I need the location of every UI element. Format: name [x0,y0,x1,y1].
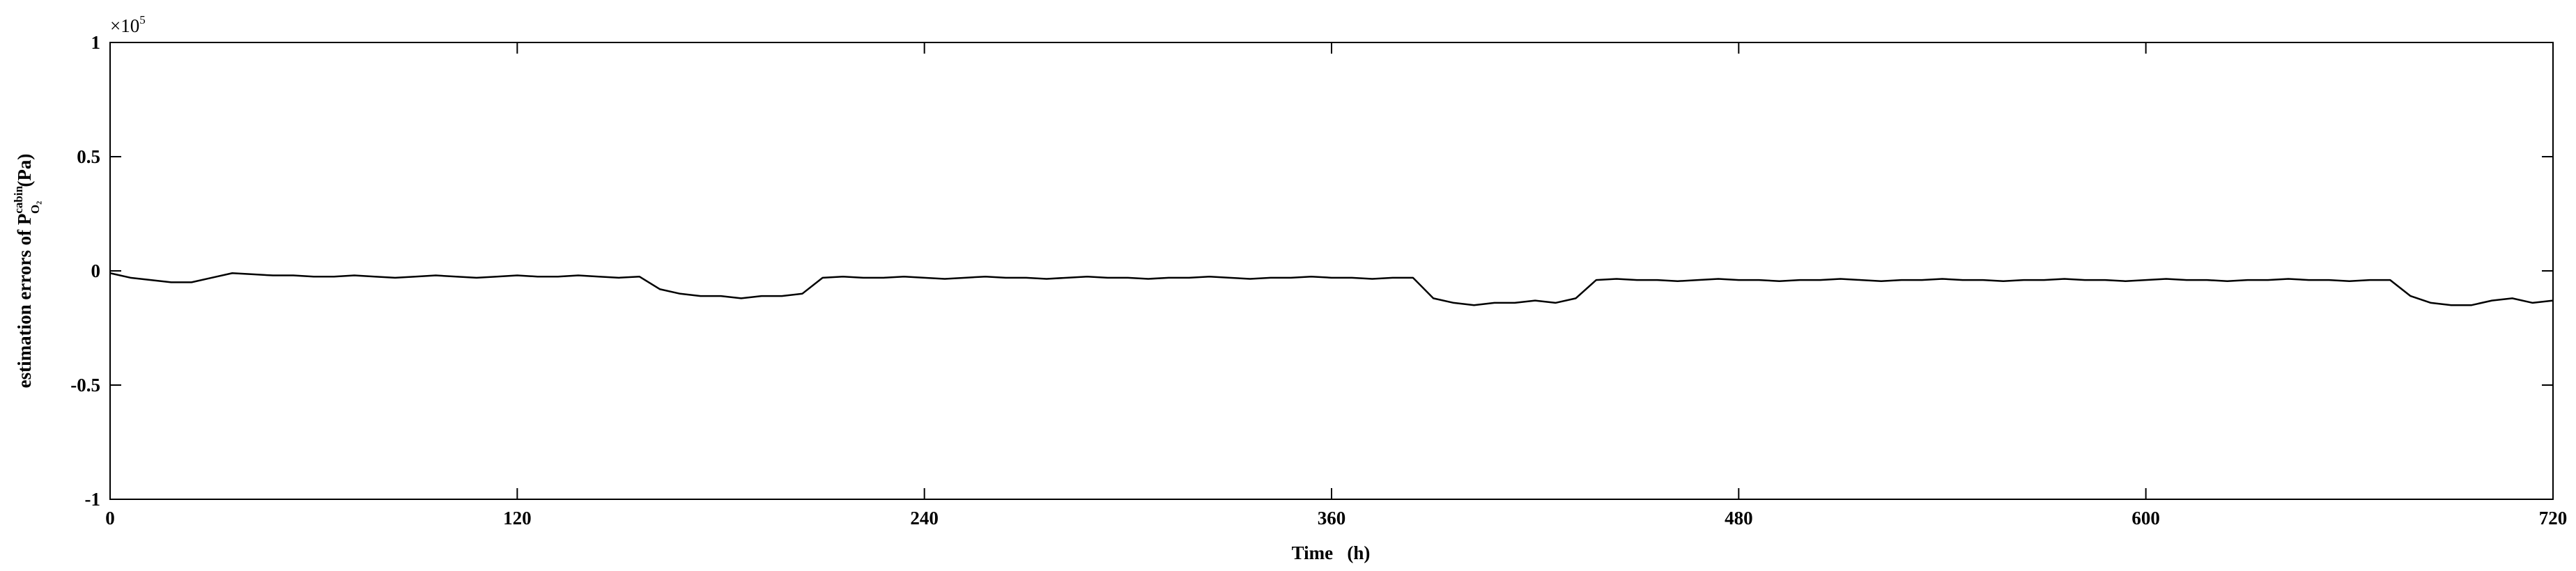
y-multiplier: ×105 [110,13,146,36]
x-tick-label: 480 [1725,508,1753,529]
y-tick-label: 0.5 [77,146,100,167]
y-axis-label-superscript: cabin [12,185,25,213]
x-tick-label: 600 [2131,508,2160,529]
y-tick-label: -0.5 [70,375,100,396]
y-tick-label: 1 [91,32,101,53]
y-axis-label: estimation errors of Pcabin O₂ (Pa) [12,154,42,389]
y-multiplier-base: ×10 [110,15,139,36]
x-tick-label: 240 [910,508,939,529]
x-tick-label: 720 [2539,508,2568,529]
y-axis-label-unit: (Pa) [14,154,35,187]
y-tick-label: -1 [85,489,101,510]
y-axis-label-subscript: O₂ [29,201,42,214]
data-line [109,272,2554,306]
plot-frame [109,42,2554,500]
y-axis-label-text: estimation errors of P [14,214,35,389]
x-axis-label: Time (h) [1292,542,1371,563]
y-multiplier-exponent: 5 [139,13,146,26]
x-tick-label: 120 [503,508,532,529]
x-tick-label: 0 [105,508,115,529]
y-tick-label: 0 [91,260,101,281]
x-tick-label: 360 [1318,508,1346,529]
